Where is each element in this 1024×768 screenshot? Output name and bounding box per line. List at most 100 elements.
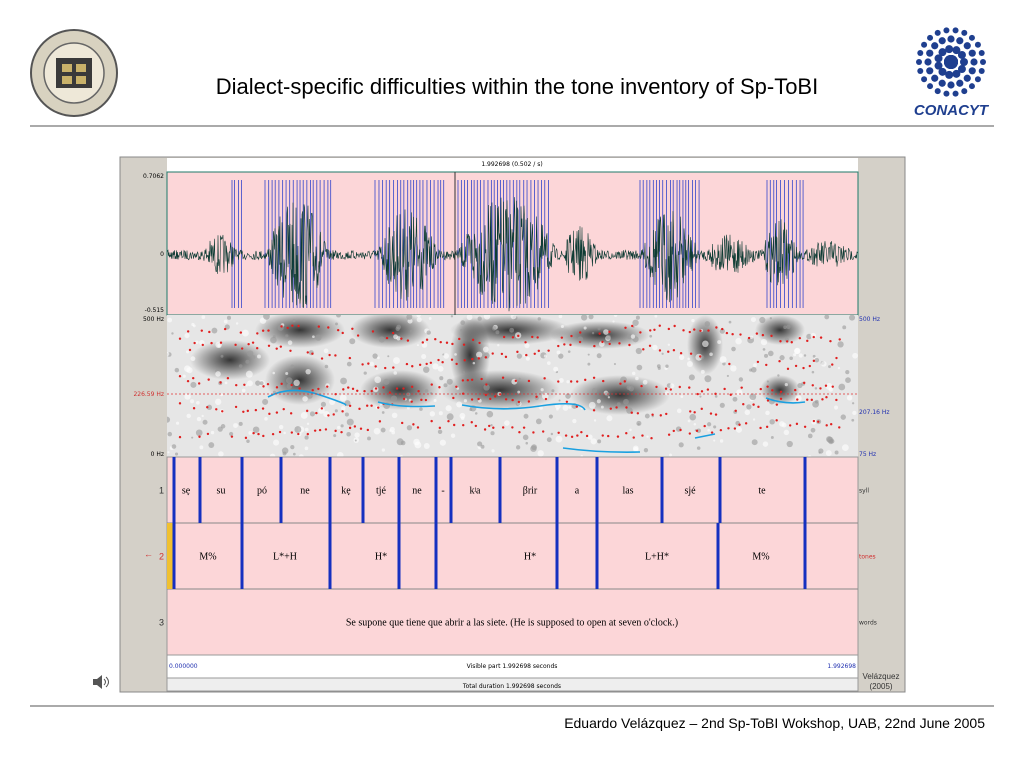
spectral-speck <box>833 405 839 410</box>
spectral-speck <box>509 327 515 333</box>
spectral-speck <box>550 432 554 436</box>
cursor-label: 1.992698 (0.502 / s) <box>481 161 542 168</box>
logo-dot <box>927 34 934 41</box>
conacyt-logo <box>916 27 986 97</box>
spectral-speck <box>167 431 173 437</box>
formant-dot <box>326 385 329 388</box>
citation-author: Velázquez <box>863 672 900 681</box>
formant-dot <box>306 351 309 354</box>
spectral-speck <box>652 344 658 351</box>
spectral-speck <box>777 374 780 377</box>
spectral-speck <box>558 353 564 359</box>
pitch-contour <box>765 397 806 404</box>
logo-dot <box>938 37 946 45</box>
spectral-speck <box>285 371 289 375</box>
formant-dot <box>255 347 259 350</box>
spectral-speck <box>713 425 717 429</box>
spectral-speck <box>699 395 702 398</box>
formant-dot <box>425 338 429 341</box>
spectral-speck <box>472 361 476 365</box>
logo-dot <box>938 48 947 57</box>
formant-dot <box>384 366 387 370</box>
spectral-speck <box>174 367 180 373</box>
formant-dot <box>536 336 539 339</box>
spectral-speck <box>190 399 195 404</box>
time-end: 1.992698 <box>827 663 856 670</box>
tier-name: tones <box>859 554 876 561</box>
spectral-speck <box>814 387 818 390</box>
spectral-speck <box>354 439 357 442</box>
logo-dot <box>974 76 981 83</box>
formant-dot <box>514 379 518 383</box>
logo-dot <box>934 54 943 63</box>
formant-dot <box>406 339 410 342</box>
formant-dot <box>206 432 210 436</box>
spectral-speck <box>202 419 208 425</box>
formant-dot <box>262 434 265 438</box>
formant-dot <box>598 332 601 335</box>
spectral-speck <box>396 324 402 330</box>
pitch-axis-top: 500 Hz <box>859 316 880 323</box>
spectral-speck <box>588 315 594 320</box>
formant-dot <box>246 409 250 413</box>
logo-dot <box>961 88 968 95</box>
formant-dot <box>402 397 406 401</box>
spectral-speck <box>605 334 611 340</box>
formant-dot <box>672 429 675 433</box>
spectral-speck <box>665 364 669 368</box>
formant-dot <box>208 330 211 334</box>
wave-axis-top: 0.7062 <box>143 173 164 180</box>
spectral-speck <box>416 344 420 347</box>
formant-dot <box>721 327 724 331</box>
formant-dot <box>290 383 293 387</box>
spectral-speck <box>794 348 800 355</box>
spectral-speck <box>600 405 604 409</box>
formant-dot <box>297 432 300 436</box>
formant-dot <box>673 324 676 328</box>
spectral-speck <box>531 444 537 451</box>
formant-dot <box>825 395 828 399</box>
spectral-speck <box>226 315 232 320</box>
spectral-speck <box>335 322 338 326</box>
formant-dot <box>429 361 433 364</box>
spectral-speck <box>728 320 732 324</box>
spectral-speck <box>282 451 287 456</box>
formant-dot <box>771 389 774 392</box>
spectral-speck <box>220 424 226 429</box>
formant-dot <box>689 410 692 413</box>
spectral-speck <box>631 371 636 376</box>
spectral-speck <box>171 444 177 449</box>
spectral-speck <box>845 377 851 384</box>
formant-dot <box>511 336 515 339</box>
spectral-speck <box>821 361 827 367</box>
logo-dot <box>952 69 961 78</box>
formant-dot <box>517 334 520 338</box>
formant-dot <box>438 426 442 430</box>
slide-title: Dialect-specific difficulties within the… <box>216 74 818 99</box>
spectral-speck <box>354 432 360 438</box>
spectral-speck <box>423 442 430 449</box>
speaker-icon[interactable] <box>93 675 109 689</box>
formant-dot <box>808 364 812 368</box>
spectral-speck <box>851 418 855 422</box>
formant-dot <box>243 383 246 387</box>
spectral-speck <box>523 354 526 357</box>
formant-dot <box>452 423 456 427</box>
formant-dot <box>829 339 832 343</box>
spectral-speck <box>235 322 239 325</box>
formant-dot <box>425 362 428 366</box>
spectral-speck <box>828 439 834 445</box>
formant-dot <box>223 327 227 331</box>
spectral-speck <box>565 393 571 399</box>
formant-dot <box>570 334 573 338</box>
spectral-speck <box>406 406 410 410</box>
formant-dot <box>532 431 535 434</box>
formant-dot <box>667 433 671 436</box>
formant-dot <box>655 385 658 389</box>
spectral-speck <box>257 354 261 359</box>
interval-label: su <box>217 485 226 496</box>
spectral-speck <box>596 399 601 404</box>
formant-dot <box>356 334 360 337</box>
formant-dot <box>289 349 292 353</box>
formant-dot <box>488 424 491 428</box>
